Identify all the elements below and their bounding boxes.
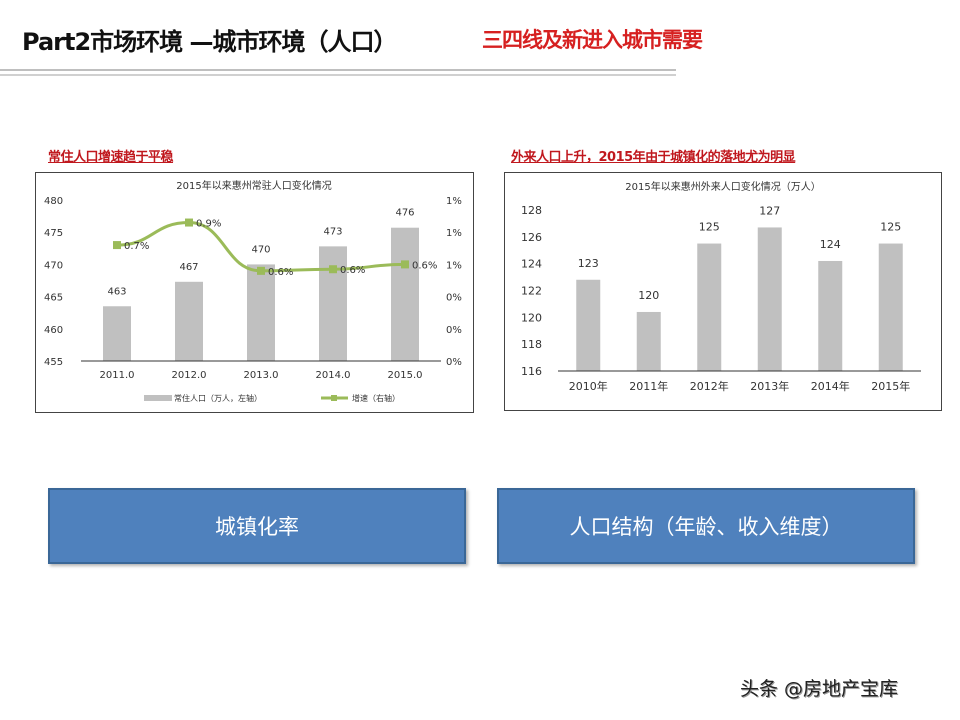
bar-data-label: 470 xyxy=(251,244,270,255)
resident-population-chart: 2015年以来惠州常驻人口变化情况 455 460 465 470 475 480 0% 0% 0… xyxy=(35,172,474,413)
bar xyxy=(878,243,903,371)
growth-data-label: 0.6% xyxy=(412,260,437,271)
growth-data-label: 0.6% xyxy=(268,267,293,278)
y2-tick-label: 1% xyxy=(446,196,462,207)
bar xyxy=(636,311,661,371)
right-subtitle: 外来人口上升，2015年由于城镇化的落地尤为明显 xyxy=(511,150,796,165)
y-tick-label: 118 xyxy=(521,338,542,351)
x-tick-label: 2011.0 xyxy=(100,370,135,381)
y2-tick-label: 0% xyxy=(446,357,462,368)
growth-data-label: 0.6% xyxy=(340,265,365,276)
y2-tick-label: 0% xyxy=(446,293,462,304)
growth-marker xyxy=(329,265,337,274)
x-tick-label: 2013年 xyxy=(750,379,789,393)
x-tick-label: 2011年 xyxy=(629,379,668,393)
population-structure-button[interactable]: 人口结构（年龄、收入维度） xyxy=(497,488,915,564)
urbanization-rate-button[interactable]: 城镇化率 xyxy=(48,488,466,564)
x-tick-label: 2013.0 xyxy=(244,370,279,381)
growth-marker xyxy=(113,241,121,250)
header-divider xyxy=(0,69,676,71)
left-subtitle: 常住人口增速趋于平稳 xyxy=(48,150,174,165)
bar xyxy=(247,264,275,361)
bar xyxy=(576,279,601,371)
growth-line xyxy=(116,221,406,273)
legend-line-marker xyxy=(331,395,337,401)
page-highlight: 三四线及新进入城市需要 xyxy=(482,28,703,52)
y2-tick-label: 1% xyxy=(446,260,462,271)
bar xyxy=(757,227,782,371)
bar xyxy=(103,306,131,361)
y2-tick-label: 1% xyxy=(446,228,462,239)
resident-population-svg: 2015年以来惠州常驻人口变化情况 455 460 465 470 475 480 0% 0% 0… xyxy=(44,179,462,403)
growth-data-label: 0.7% xyxy=(124,241,149,252)
growth-marker xyxy=(401,260,409,269)
growth-marker xyxy=(257,266,265,275)
x-tick-label: 2015.0 xyxy=(388,370,423,381)
x-tick-label: 2012年 xyxy=(690,379,729,393)
header-divider xyxy=(0,74,676,76)
y-tick-label: 128 xyxy=(521,204,542,217)
x-tick-label: 2012.0 xyxy=(172,370,207,381)
bar-data-label: 123 xyxy=(578,257,599,270)
bar-data-label: 476 xyxy=(395,208,414,219)
watermark: 头条 @房地产宝库 xyxy=(740,678,899,700)
chart-title: 2015年以来惠州外来人口变化情况（万人） xyxy=(625,180,820,193)
y-tick-label: 470 xyxy=(44,260,63,271)
y-tick-label: 480 xyxy=(44,196,63,207)
y-tick-label: 465 xyxy=(44,293,63,304)
bar-data-label: 125 xyxy=(699,221,720,234)
x-tick-label: 2015年 xyxy=(871,379,910,393)
y-tick-label: 460 xyxy=(44,325,63,336)
x-tick-label: 2014年 xyxy=(811,379,850,393)
legend-bar-label: 常住人口（万人，左轴） xyxy=(174,393,262,403)
y-tick-label: 126 xyxy=(521,231,542,244)
y-tick-label: 475 xyxy=(44,228,63,239)
bar-data-label: 463 xyxy=(107,286,126,297)
bar-data-label: 120 xyxy=(638,289,659,302)
migrant-population-chart: 2015年以来惠州外来人口变化情况（万人） 116 118 120 122 124 126 1… xyxy=(504,172,942,411)
x-tick-label: 2010年 xyxy=(569,379,608,393)
bar-data-label: 127 xyxy=(759,204,780,217)
legend-bar-swatch xyxy=(144,395,172,401)
bar xyxy=(175,281,203,361)
y-tick-label: 116 xyxy=(521,365,542,378)
y2-tick-label: 0% xyxy=(446,325,462,336)
y-tick-label: 120 xyxy=(521,311,542,324)
bar-data-label: 124 xyxy=(820,238,841,251)
legend-line-label: 增速（右轴） xyxy=(352,393,400,403)
bar-data-label: 473 xyxy=(323,226,342,237)
x-tick-label: 2014.0 xyxy=(316,370,351,381)
bar-data-label: 467 xyxy=(179,262,198,273)
bar xyxy=(319,246,347,361)
bar xyxy=(818,260,843,371)
bar xyxy=(697,243,722,371)
bar xyxy=(391,227,419,361)
y-tick-label: 124 xyxy=(521,258,542,271)
y-tick-label: 455 xyxy=(44,357,63,368)
bar-data-label: 125 xyxy=(880,221,901,234)
chart-title: 2015年以来惠州常驻人口变化情况 xyxy=(176,179,331,192)
growth-marker xyxy=(185,218,193,227)
growth-data-label: 0.9% xyxy=(196,219,221,230)
y-tick-label: 122 xyxy=(521,285,542,298)
page-title: Part2市场环境 —城市环境（人口） xyxy=(22,28,398,56)
migrant-population-svg: 2015年以来惠州外来人口变化情况（万人） 116 118 120 122 124 126 1… xyxy=(521,180,921,393)
